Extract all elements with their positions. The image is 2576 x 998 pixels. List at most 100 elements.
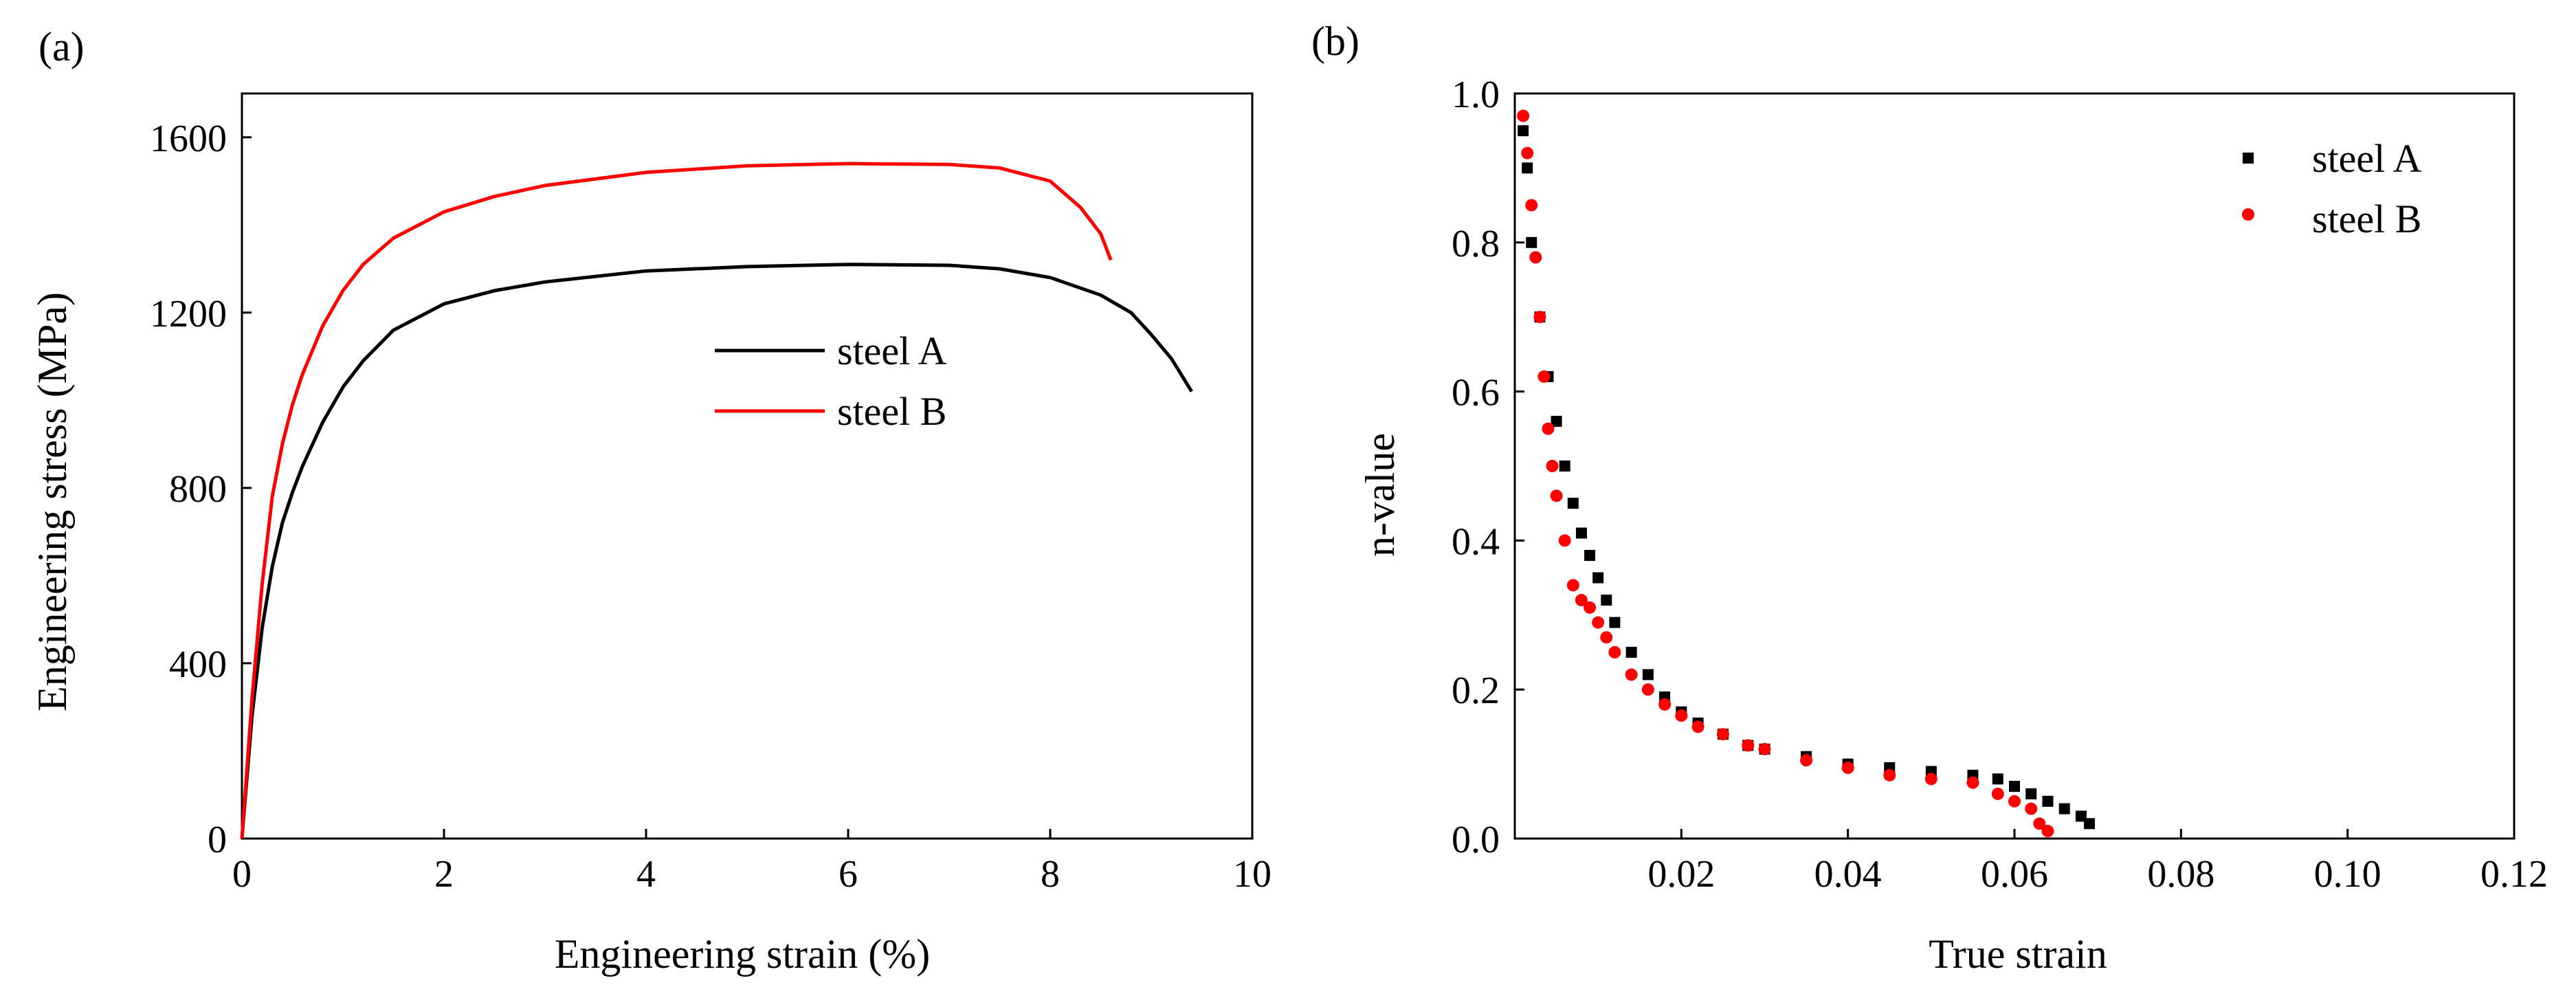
series-line-steel-a [240, 263, 1193, 839]
x-tick-label: 4 [636, 853, 656, 896]
data-point-steel-b [1517, 109, 1530, 122]
series-line-steel-b [240, 162, 1113, 839]
panel-b-n-value-chart: (b) 0.02 0.04 0.06 0.08 0.10 0.12 0.0 0.2 0.4 0.6… [1311, 19, 2548, 977]
x-tick-label: 0.08 [2147, 853, 2214, 896]
panel-b-label: (b) [1311, 19, 1359, 64]
x-tick-label: 0 [232, 853, 252, 896]
data-point-steel-b [2033, 817, 2046, 830]
data-point-steel-b [1529, 251, 1542, 264]
data-point-steel-a [1601, 595, 1612, 606]
data-point-steel-b [1575, 594, 1588, 607]
data-point-steel-b [2025, 802, 2038, 815]
panel-b-x-axis-title: True strain [1929, 931, 2107, 977]
y-tick-label: 0 [208, 819, 227, 861]
data-point-steel-b [1600, 631, 1613, 644]
data-point-steel-b [1675, 709, 1688, 722]
data-point-steel-b [2008, 795, 2021, 808]
panel-b-legend-label-steel-b: steel B [2312, 197, 2421, 241]
data-point-steel-a [1518, 125, 1529, 137]
data-point-steel-b [1584, 601, 1597, 614]
x-tick-label: 0.02 [1647, 853, 1715, 896]
data-point-steel-b [1641, 683, 1654, 696]
y-tick-label: 1.0 [1452, 74, 1500, 116]
data-point-steel-b [1991, 787, 2004, 800]
data-point-steel-b [1758, 742, 1771, 755]
x-tick-label: 0.06 [1981, 853, 2048, 896]
data-point-steel-b [1924, 773, 1937, 786]
data-point-steel-a [1592, 572, 1604, 584]
data-point-steel-a [1575, 527, 1587, 539]
data-point-steel-b [2041, 825, 2054, 838]
data-point-steel-b [1716, 728, 1729, 741]
panel-a-legend-label-steel-b: steel B [837, 389, 946, 434]
panel-a-stress-strain-chart: (a) 0 2 4 6 8 10 0 400 800 1200 1600 Engineering s… [30, 24, 1272, 977]
y-tick-label: 1200 [150, 293, 227, 335]
y-tick-label: 0.2 [1452, 669, 1500, 712]
data-point-steel-b [1537, 370, 1551, 383]
x-tick-label: 0.10 [2314, 853, 2381, 896]
data-point-steel-a [1567, 498, 1579, 509]
panel-a-y-axis-title: Engineering stress (MPa) [30, 292, 75, 711]
x-tick-label: 0.04 [1814, 853, 1882, 896]
data-point-steel-b [1558, 534, 1571, 547]
x-tick-label: 6 [839, 853, 858, 896]
data-point-steel-a [1559, 461, 1570, 472]
panel-a-legend: steel A steel B [715, 329, 947, 434]
panel-b-y-axis-title: n-value [1357, 433, 1403, 557]
data-point-steel-a [2075, 810, 2087, 822]
y-tick-label: 0.8 [1452, 223, 1500, 265]
x-tick-label: 10 [1233, 853, 1272, 896]
y-tick-label: 0.6 [1452, 372, 1500, 414]
panel-a-ticks: 0 2 4 6 8 10 0 400 800 1200 1600 [150, 118, 1272, 896]
panel-a-label: (a) [38, 24, 85, 69]
panel-b-legend: steel A steel B [2242, 136, 2422, 241]
panel-a-series [240, 162, 1193, 839]
data-point-steel-a [2084, 818, 2096, 830]
data-point-steel-b [1841, 762, 1854, 775]
data-point-steel-a [1992, 773, 2003, 785]
panel-b-series [1517, 109, 2096, 838]
data-point-steel-b [1608, 646, 1621, 658]
data-point-steel-b [1625, 668, 1638, 681]
y-tick-label: 1600 [150, 118, 227, 160]
data-point-steel-a [2009, 781, 2020, 792]
panel-a-x-axis-title: Engineering strain (%) [555, 931, 930, 977]
data-point-steel-b [1742, 739, 1755, 752]
x-tick-label: 2 [434, 853, 454, 896]
data-point-steel-b [1966, 776, 1979, 789]
data-point-steel-b [1883, 768, 1896, 781]
data-point-steel-b [1546, 460, 1559, 472]
data-point-steel-a [1551, 415, 1562, 427]
data-point-steel-b [1691, 720, 1705, 733]
data-point-steel-a [2042, 795, 2054, 807]
panel-a-legend-label-steel-a: steel A [837, 329, 947, 373]
y-tick-label: 0.4 [1452, 520, 1500, 563]
data-point-steel-b [1592, 616, 1605, 629]
data-point-steel-b [1521, 146, 1534, 159]
data-point-steel-b [1566, 579, 1579, 592]
y-tick-label: 800 [169, 468, 227, 511]
data-point-steel-b [1533, 311, 1546, 324]
data-point-steel-b [1658, 698, 1672, 711]
data-point-steel-b [1542, 422, 1555, 435]
data-point-steel-a [1522, 162, 1533, 174]
panel-b-legend-marker-steel-a [2243, 153, 2254, 164]
panel-b-ticks: 0.02 0.04 0.06 0.08 0.10 0.12 0.0 0.2 0.4 0.6 0.8 1… [1452, 74, 2548, 896]
panel-b-legend-label-steel-a: steel A [2312, 136, 2422, 181]
data-point-steel-b [1525, 199, 1538, 212]
y-tick-label: 400 [169, 643, 227, 686]
data-point-steel-b [1550, 489, 1563, 502]
data-point-steel-a [2025, 788, 2037, 799]
data-point-steel-a [1609, 617, 1621, 628]
data-point-steel-a [2058, 803, 2070, 814]
x-tick-label: 0.12 [2480, 853, 2548, 896]
panel-b-legend-marker-steel-b [2242, 208, 2254, 221]
data-point-steel-b [1800, 754, 1813, 767]
y-tick-label: 0.0 [1452, 819, 1500, 861]
data-point-steel-a [1625, 647, 1637, 658]
data-point-steel-a [1526, 236, 1537, 248]
data-point-steel-a [1584, 550, 1596, 562]
panel-a-plot-frame [241, 92, 1254, 840]
x-tick-label: 8 [1041, 853, 1060, 896]
